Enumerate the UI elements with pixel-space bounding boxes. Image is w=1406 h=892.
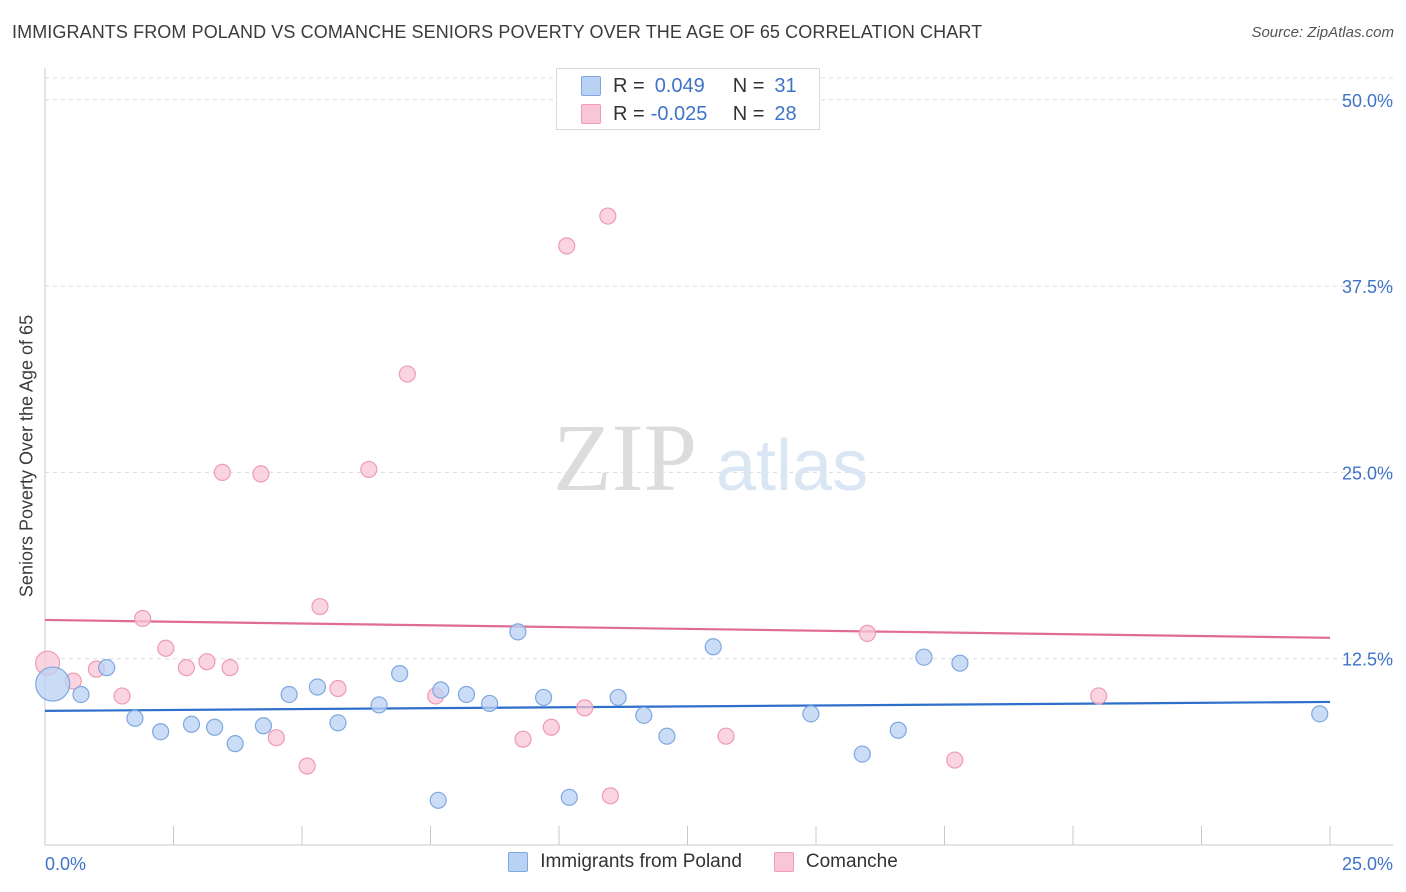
poland-point [329, 714, 347, 732]
comanche-point [198, 653, 216, 671]
legend-n-value: 28 [774, 102, 797, 125]
poland-point [432, 681, 450, 699]
comanche-point [177, 659, 195, 677]
poland-point [308, 678, 327, 696]
source-credit: Source: ZipAtlas.com [1251, 24, 1394, 41]
comanche-point [252, 465, 270, 483]
poland-point [72, 685, 90, 704]
comanche-point [601, 787, 620, 805]
poland-point [226, 735, 244, 753]
y-tick-label: 25.0% [1342, 463, 1393, 483]
poland-point [534, 688, 553, 707]
poland-point [126, 709, 144, 727]
data-points [34, 207, 1329, 809]
y-tick-label: 37.5% [1342, 277, 1393, 297]
trend-line-poland [44, 700, 1331, 712]
series-legend: Immigrants from Poland Comanche [0, 851, 1406, 873]
comanche-point [717, 727, 735, 745]
poland-point [152, 723, 170, 741]
poland-point [457, 685, 476, 704]
tick-labels: 12.5% 25.0% 37.5% 50.0% 0.0% 25.0% [45, 91, 1393, 874]
poland-point [35, 666, 71, 702]
x-tick-label: 25.0% [1342, 854, 1393, 874]
legend-label: Immigrants from Poland [540, 851, 742, 872]
comanche-point [329, 679, 347, 698]
x-tick-label: 0.0% [45, 854, 86, 874]
comanche-point [576, 699, 594, 717]
legend-n-label: N = [732, 102, 765, 125]
legend-n-label: N = [732, 74, 765, 97]
legend-item-poland[interactable]: Immigrants from Poland [508, 851, 742, 873]
legend-r-value: -0.025 [650, 102, 708, 125]
poland-point [98, 659, 116, 677]
comanche-point [514, 730, 532, 748]
poland-point [280, 685, 298, 704]
poland-point [182, 715, 201, 733]
poland-point [915, 648, 933, 666]
grid-lines [45, 77, 1393, 660]
comanche-point [311, 597, 329, 616]
legend-swatch-pink [581, 104, 601, 124]
comanche-point [542, 718, 560, 736]
legend-label: Comanche [805, 851, 898, 872]
comanche-point [267, 729, 285, 747]
trend-lines [44, 618, 1331, 712]
legend-r-label: R = [613, 102, 645, 125]
poland-point [658, 727, 676, 745]
comanche-point [221, 659, 239, 677]
comanche-point [1090, 687, 1108, 705]
legend-item-comanche[interactable]: Comanche [773, 851, 898, 873]
comanche-point [360, 460, 378, 479]
chart-title: IMMIGRANTS FROM POLAND VS COMANCHE SENIO… [12, 22, 983, 42]
y-tick-label: 50.0% [1342, 91, 1393, 111]
legend-n-value: 31 [774, 74, 797, 97]
poland-point [704, 638, 722, 656]
comanche-point [558, 237, 576, 255]
comanche-point [599, 207, 617, 225]
legend-r-label: R = [613, 74, 645, 97]
comanche-point [858, 624, 877, 642]
legend-swatch-blue [508, 852, 529, 872]
poland-point [254, 717, 273, 735]
legend-swatch-blue [581, 76, 601, 96]
comanche-point [298, 757, 316, 775]
watermark-atlas: atlas [716, 426, 868, 506]
poland-point [635, 706, 653, 724]
legend-row-comanche: R = -0.025 N = 28 [581, 102, 797, 126]
legend-r-value: 0.049 [654, 74, 705, 97]
poland-point [802, 705, 820, 723]
y-tick-label: 12.5% [1342, 650, 1393, 670]
poland-point [206, 718, 224, 736]
poland-point [429, 791, 447, 809]
comanche-point [157, 639, 175, 657]
comanche-point [213, 463, 231, 482]
watermark: ZIP atlas [553, 404, 868, 511]
comanche-point [134, 609, 152, 628]
comanche-point [398, 365, 416, 383]
comanche-point [113, 687, 131, 705]
comanche-point [946, 751, 964, 769]
poland-point [481, 694, 499, 713]
poland-point [889, 721, 907, 739]
trend-line-comanche [44, 618, 1331, 639]
legend-row-poland: R = 0.049 N = 31 [581, 74, 797, 98]
poland-point [853, 745, 871, 763]
poland-point [1311, 705, 1329, 723]
stats-legend: R = 0.049 N = 31 R = -0.025 N = 28 [556, 68, 820, 130]
watermark-zip: ZIP [553, 404, 697, 511]
poland-point [560, 788, 578, 806]
legend-swatch-pink [773, 852, 794, 872]
poland-point [509, 623, 527, 641]
poland-point [370, 696, 388, 714]
axes [44, 68, 1393, 846]
poland-point [609, 688, 627, 707]
poland-point [391, 665, 409, 683]
poland-point [951, 654, 969, 672]
